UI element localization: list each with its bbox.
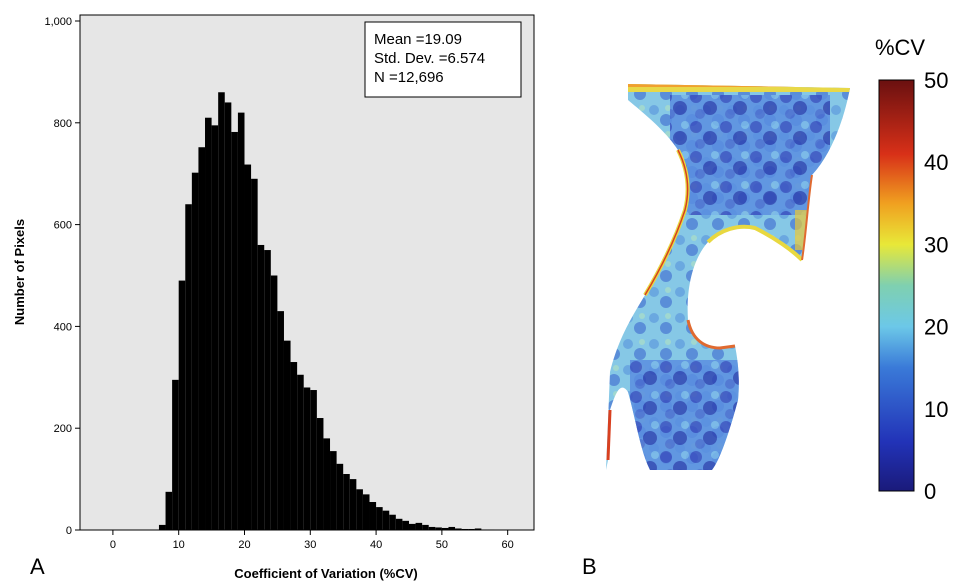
stats-mean-value: 19.09 <box>424 31 462 48</box>
panel-label-b: B <box>582 554 597 579</box>
histogram-bar <box>422 524 429 530</box>
stats-sd-label: Std. Dev. = <box>374 50 448 67</box>
x-tick-label: 0 <box>110 539 116 551</box>
histogram-bar <box>481 529 488 530</box>
histogram-chart: 0 10 20 30 40 50 60 0 200 400 600 800 1,000 Number … <box>12 14 535 581</box>
histogram-bar <box>369 502 377 530</box>
histogram-bar <box>448 526 456 530</box>
colorbar <box>878 79 915 492</box>
histogram-bar <box>237 112 245 531</box>
histogram-bar <box>264 250 271 531</box>
histogram-bar <box>231 131 238 530</box>
histogram-bar <box>270 275 278 530</box>
y-tick-label: 0 <box>66 525 72 537</box>
histogram-bar <box>211 125 219 530</box>
histogram-bar <box>218 92 225 530</box>
histogram-bar <box>297 374 304 530</box>
svg-text:Mean =19.09: Mean =19.09 <box>374 31 462 48</box>
histogram-bar <box>402 520 409 530</box>
colorbar-tick-label: 20 <box>924 315 948 340</box>
colorbar-tick-label: 10 <box>924 397 948 422</box>
x-tick-label: 50 <box>436 539 448 551</box>
heatmap-panel: %CV 0 10 20 30 40 50 B <box>582 35 948 579</box>
histogram-bar <box>487 529 495 530</box>
histogram-bar <box>172 379 179 530</box>
x-axis-label: Coefficient of Variation (%CV) <box>234 566 417 581</box>
histogram-bar <box>224 102 232 530</box>
histogram-bar <box>389 514 396 530</box>
y-tick-label: 600 <box>54 220 72 232</box>
histogram-bar <box>185 204 192 531</box>
x-tick-label: 60 <box>502 539 514 551</box>
colorbar-tick-label: 40 <box>924 150 948 175</box>
histogram-bar <box>303 387 311 530</box>
histogram-bars <box>158 92 495 531</box>
histogram-bar <box>251 178 258 531</box>
histogram-bar <box>461 528 469 530</box>
histogram-bar <box>441 527 449 530</box>
colorbar-tick-label: 0 <box>924 479 936 504</box>
stats-n-value: 12,696 <box>398 69 444 86</box>
stats-n-label: N = <box>374 69 398 86</box>
x-tick-label: 40 <box>370 539 382 551</box>
histogram-bar <box>362 494 370 530</box>
histogram-bar <box>474 528 482 530</box>
histogram-bar <box>356 489 363 530</box>
histogram-bar <box>310 390 317 530</box>
colorbar-title: %CV <box>875 35 925 60</box>
histogram-bar <box>244 164 252 530</box>
y-axis: 0 200 400 600 800 1,000 <box>44 16 80 537</box>
panel-label-a: A <box>30 554 45 579</box>
histogram-bar <box>349 479 357 530</box>
histogram-bar <box>376 507 383 530</box>
y-axis-label: Number of Pixels <box>12 219 27 325</box>
colorbar-tick-label: 30 <box>924 232 948 257</box>
histogram-bar <box>468 528 475 530</box>
histogram-bar <box>178 280 186 530</box>
x-axis: 0 10 20 30 40 50 60 <box>110 530 514 551</box>
histogram-bar <box>330 451 337 530</box>
histogram-bar <box>191 172 199 530</box>
histogram-bar <box>415 522 423 530</box>
histogram-bar <box>316 418 324 530</box>
x-tick-label: 30 <box>304 539 316 551</box>
histogram-bar <box>283 340 291 530</box>
x-tick-label: 10 <box>173 539 185 551</box>
histogram-bar <box>395 518 403 530</box>
histogram-bar <box>455 528 462 530</box>
histogram-bar <box>205 117 212 531</box>
stats-sd-value: 6.574 <box>448 50 486 67</box>
histogram-bar <box>158 524 166 530</box>
histogram-bar <box>257 244 265 530</box>
svg-text:Std. Dev. =6.574: Std. Dev. =6.574 <box>374 50 485 67</box>
y-tick-label: 1,000 <box>44 16 72 28</box>
histogram-bar <box>435 527 442 530</box>
stats-box: Mean =19.09 Std. Dev. =6.574 N =12,696 <box>364 21 522 98</box>
histogram-bar <box>428 526 436 530</box>
histogram-bar <box>323 438 331 530</box>
y-tick-label: 800 <box>54 118 72 130</box>
histogram-bar <box>408 523 416 530</box>
svg-text:N =12,696: N =12,696 <box>374 69 444 86</box>
bone-cv-map <box>606 84 850 470</box>
y-tick-label: 400 <box>54 321 72 333</box>
stats-mean-label: Mean = <box>374 31 425 48</box>
histogram-bar <box>165 491 173 530</box>
histogram-bar <box>277 311 284 530</box>
colorbar-ticks: 0 10 20 30 40 50 <box>924 68 948 504</box>
y-tick-label: 200 <box>54 423 72 435</box>
colorbar-tick-label: 50 <box>924 68 948 93</box>
histogram-bar <box>382 510 390 530</box>
x-tick-label: 20 <box>238 539 250 551</box>
histogram-bar <box>336 463 344 530</box>
histogram-bar <box>290 362 298 530</box>
histogram-bar <box>343 474 350 530</box>
histogram-bar <box>198 147 206 530</box>
